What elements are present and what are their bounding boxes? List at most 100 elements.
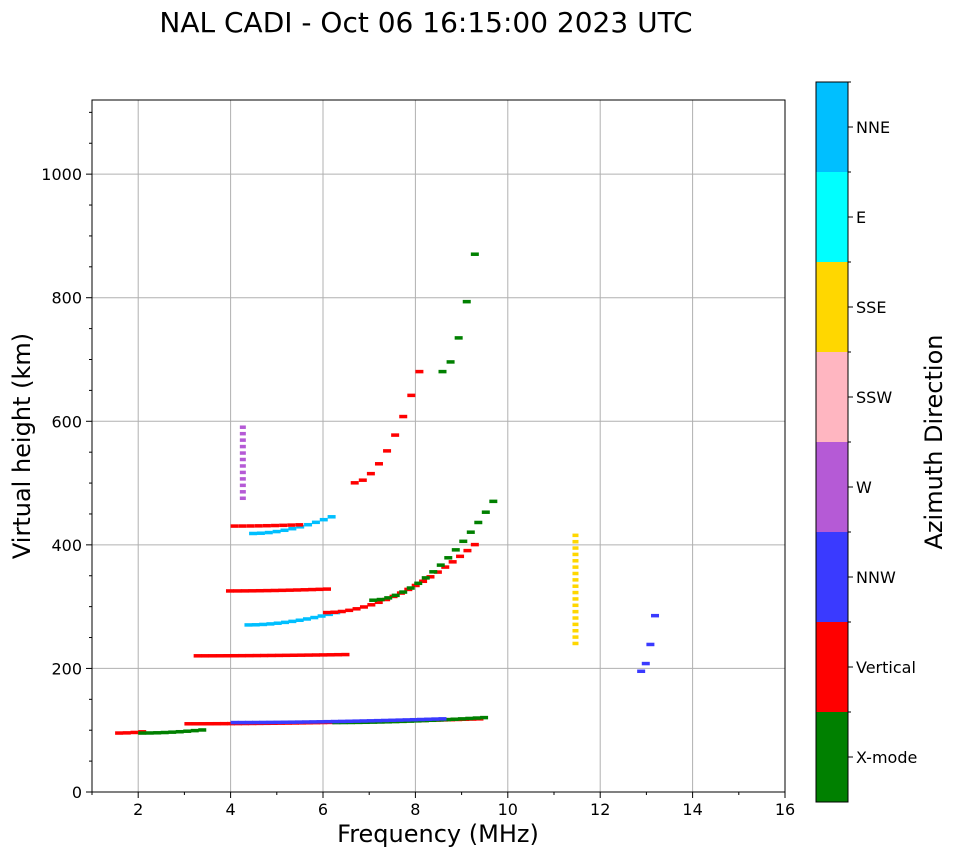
trace-mark — [311, 653, 320, 657]
trace-mark — [572, 641, 579, 646]
colorbar-title: Azimuth Direction — [920, 335, 948, 550]
trace-segment — [369, 499, 498, 602]
trace-mark — [399, 590, 408, 594]
trace-mark — [406, 586, 415, 590]
colorbar-swatch — [816, 172, 848, 262]
trace-mark — [572, 546, 579, 550]
trace-mark — [297, 653, 306, 657]
trace-mark — [384, 596, 393, 600]
trace-mark — [330, 719, 339, 724]
trace-mark — [572, 565, 579, 569]
trace-mark — [465, 716, 474, 721]
trace-mark — [215, 654, 224, 658]
trace-mark — [272, 529, 281, 534]
trace-mark — [295, 523, 304, 527]
trace-mark — [323, 587, 331, 591]
trace-mark — [175, 729, 184, 734]
trace-mark — [572, 552, 579, 557]
trace-segment — [244, 610, 341, 627]
trace-mark — [225, 589, 234, 593]
y-tick-label: 400 — [51, 536, 82, 555]
trace-mark — [239, 483, 246, 488]
colorbar-swatch — [816, 352, 848, 442]
trace-mark — [239, 457, 246, 462]
trace-mark — [266, 720, 275, 725]
trace-mark — [327, 515, 336, 519]
trace-mark — [282, 653, 291, 658]
trace-mark — [296, 525, 305, 529]
trace-mark — [293, 588, 302, 592]
trace-mark — [287, 523, 296, 527]
trace-mark — [198, 722, 207, 726]
colorbar-label: SSW — [856, 388, 892, 407]
trace-mark — [256, 531, 265, 535]
trace-mark — [641, 661, 650, 666]
trace-mark — [572, 597, 579, 601]
trace-mark — [374, 600, 383, 605]
y-tick-label: 0 — [72, 783, 82, 802]
trace-mark — [388, 718, 397, 723]
trace-mark — [424, 717, 433, 722]
trace-mark — [302, 720, 311, 724]
colorbar-swatch — [816, 262, 848, 352]
trace-mark — [646, 642, 655, 647]
trace-mark — [572, 622, 579, 627]
trace-mark — [191, 722, 200, 726]
trace-segment — [350, 369, 424, 485]
trace-mark — [572, 578, 579, 582]
trace-mark — [367, 603, 376, 607]
trace-segment — [230, 523, 304, 528]
colorbar-swatch — [816, 622, 848, 712]
trace-mark — [451, 548, 460, 552]
trace-mark — [252, 653, 261, 658]
trace-mark — [288, 619, 297, 624]
trace-mark — [295, 720, 304, 724]
trace-mark — [271, 523, 280, 528]
trace-mark — [572, 559, 579, 563]
plot-frame — [91, 99, 786, 793]
trace-mark — [255, 588, 264, 593]
trace-mark — [267, 653, 276, 658]
trace-mark — [651, 613, 660, 618]
trace-mark — [407, 393, 416, 398]
trace-mark — [264, 530, 273, 535]
trace-mark — [184, 722, 193, 726]
trace-mark — [472, 716, 481, 720]
trace-mark — [350, 481, 359, 485]
trace-mark — [416, 717, 425, 722]
trace-mark — [280, 528, 289, 533]
y-axis-label: Virtual height (km) — [8, 333, 36, 559]
trace-mark — [414, 581, 423, 586]
colorbar-label: Vertical — [856, 658, 916, 677]
trace-mark — [359, 719, 368, 723]
trace-mark — [334, 652, 343, 657]
trace-mark — [381, 718, 390, 723]
trace-segment — [225, 587, 331, 593]
trace-mark — [130, 730, 139, 735]
trace-mark — [183, 729, 192, 733]
trace-mark — [254, 524, 263, 528]
trace-mark — [376, 597, 385, 602]
trace-mark — [239, 438, 246, 442]
colorbar-swatch — [816, 532, 848, 622]
trace-mark — [446, 360, 455, 364]
trace-mark — [278, 588, 287, 593]
trace-segment — [230, 717, 447, 725]
trace-mark — [480, 715, 489, 720]
colorbar-label: NNW — [856, 568, 896, 587]
trace-mark — [245, 653, 254, 658]
trace-mark — [489, 499, 498, 504]
trace-mark — [441, 565, 450, 569]
trace-mark — [262, 523, 271, 528]
trace-mark — [338, 719, 347, 724]
trace-mark — [302, 617, 311, 621]
trace-mark — [300, 588, 309, 592]
trace-mark — [474, 520, 483, 525]
y-tick-label: 800 — [51, 289, 82, 308]
x-tick-label: 16 — [775, 800, 795, 819]
trace-mark — [572, 609, 579, 614]
trace-mark — [260, 653, 269, 658]
trace-mark — [259, 622, 268, 627]
trace-mark — [287, 720, 296, 724]
